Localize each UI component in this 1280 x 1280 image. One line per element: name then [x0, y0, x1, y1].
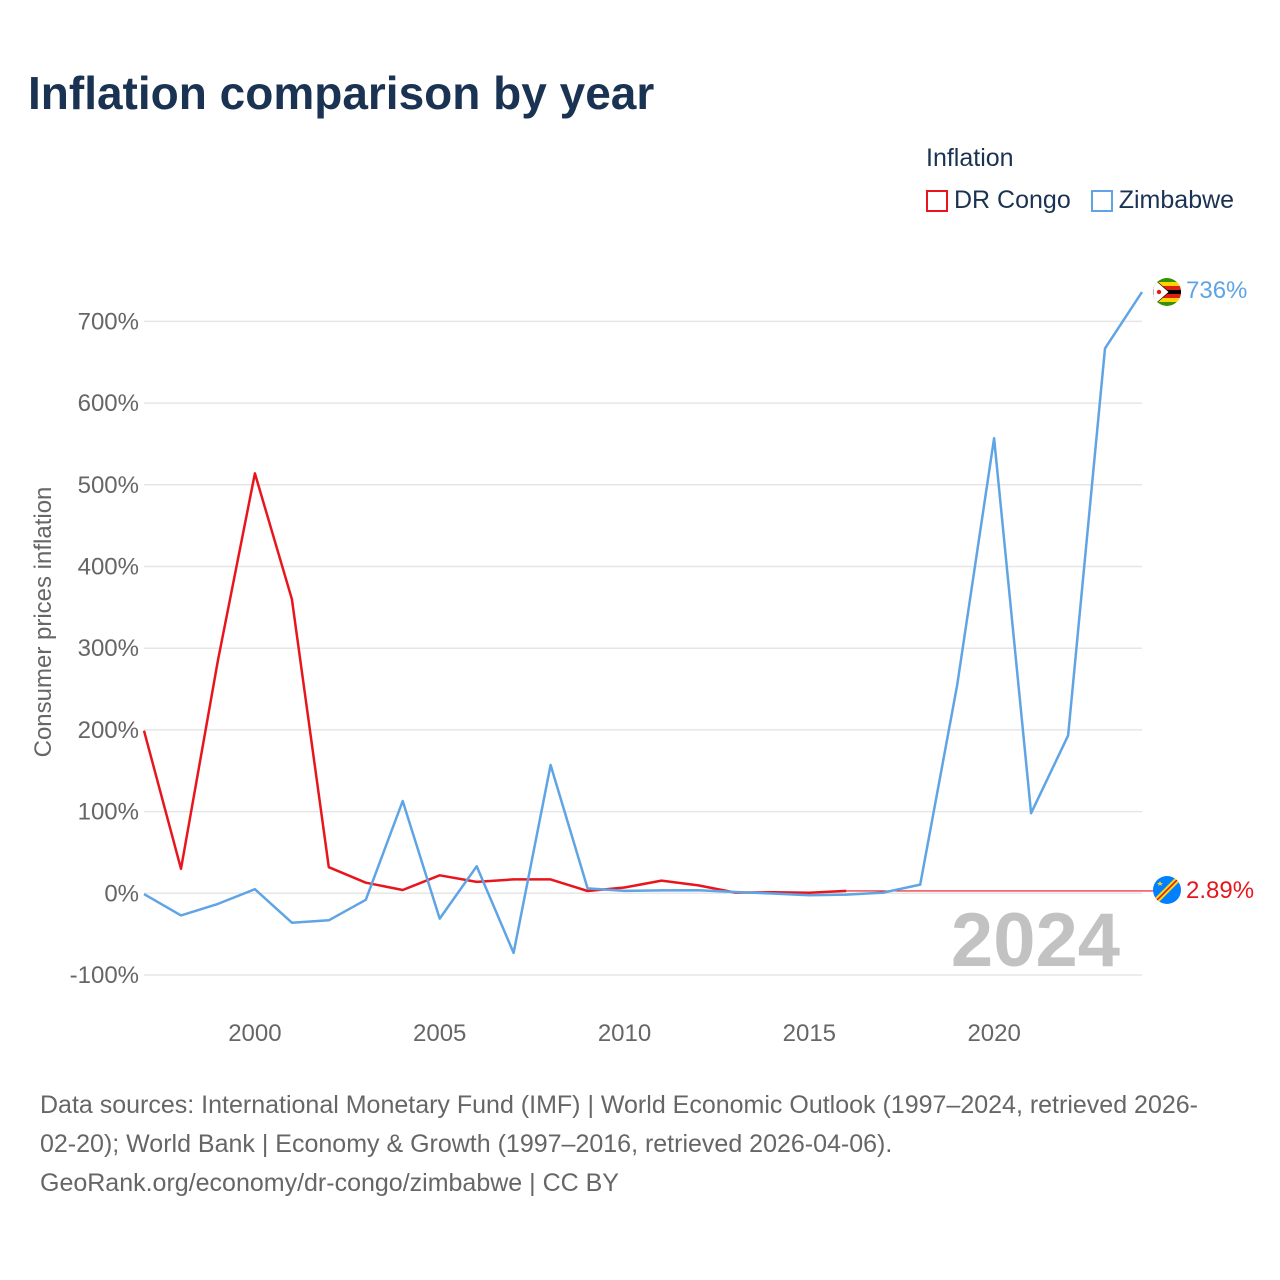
footer-source-link[interactable]: GeoRank.org/economy/dr-congo/zimbabwe | … — [40, 1169, 619, 1197]
y-axis-label: Consumer prices inflation — [30, 487, 57, 758]
x-tick-label: 2005 — [413, 1020, 466, 1047]
y-tick-label: 200% — [78, 717, 139, 744]
x-tick-label: 2000 — [228, 1020, 281, 1047]
dr-congo-end-label: 2.89% — [1186, 877, 1254, 904]
y-tick-label: 500% — [78, 472, 139, 499]
year-watermark: 2024 — [951, 898, 1120, 983]
y-tick-label: 0% — [104, 880, 139, 907]
legend-label-dr-congo: DR Congo — [954, 186, 1071, 214]
footer-line-1: Data sources: International Monetary Fun… — [40, 1091, 1198, 1119]
x-tick-label: 2020 — [967, 1020, 1020, 1047]
zimbabwe-end-label: 736% — [1186, 277, 1247, 304]
footer-line-2: 02-20); World Bank | Economy & Growth (1… — [40, 1130, 893, 1158]
legend-swatch-dr-congo — [926, 189, 948, 212]
legend-title: Inflation — [926, 144, 1014, 172]
legend-swatch-zimbabwe — [1090, 189, 1113, 212]
data-sources-footer: Data sources: International Monetary Fun… — [40, 1086, 1250, 1203]
line-chart: -100% 0% 100% 200% 300% 400% 500% 600% 700% 2000… — [30, 277, 1254, 1047]
zimbabwe-series-line[interactable] — [143, 291, 1144, 955]
dr-congo-series-line[interactable] — [142, 472, 847, 894]
legend-item-zimbabwe[interactable]: Zimbabwe — [1090, 186, 1235, 215]
x-tick-label: 2010 — [598, 1020, 651, 1047]
grid-lines — [144, 320, 1142, 976]
dr-congo-flag-icon — [1153, 876, 1181, 904]
chart-title: Inflation comparison by year — [28, 67, 655, 119]
legend-label-zimbabwe: Zimbabwe — [1118, 186, 1235, 214]
x-tick-label: 2015 — [783, 1020, 836, 1047]
zimbabwe-flag-icon — [1153, 278, 1181, 306]
y-tick-label: -100% — [70, 962, 139, 989]
y-tick-label: 300% — [78, 635, 139, 662]
x-axis-ticks: 2000 2005 2010 2015 2020 — [228, 1020, 1021, 1047]
y-tick-label: 400% — [78, 554, 139, 581]
y-axis-ticks: -100% 0% 100% 200% 300% 400% 500% 600% 700% — [70, 308, 139, 989]
series-lines — [142, 291, 1144, 955]
legend: DR Congo Zimbabwe — [926, 186, 1234, 215]
y-tick-label: 100% — [78, 799, 139, 826]
y-tick-label: 600% — [78, 390, 139, 417]
legend-item-dr-congo[interactable]: DR Congo — [926, 186, 1071, 215]
y-tick-label: 700% — [78, 308, 139, 335]
